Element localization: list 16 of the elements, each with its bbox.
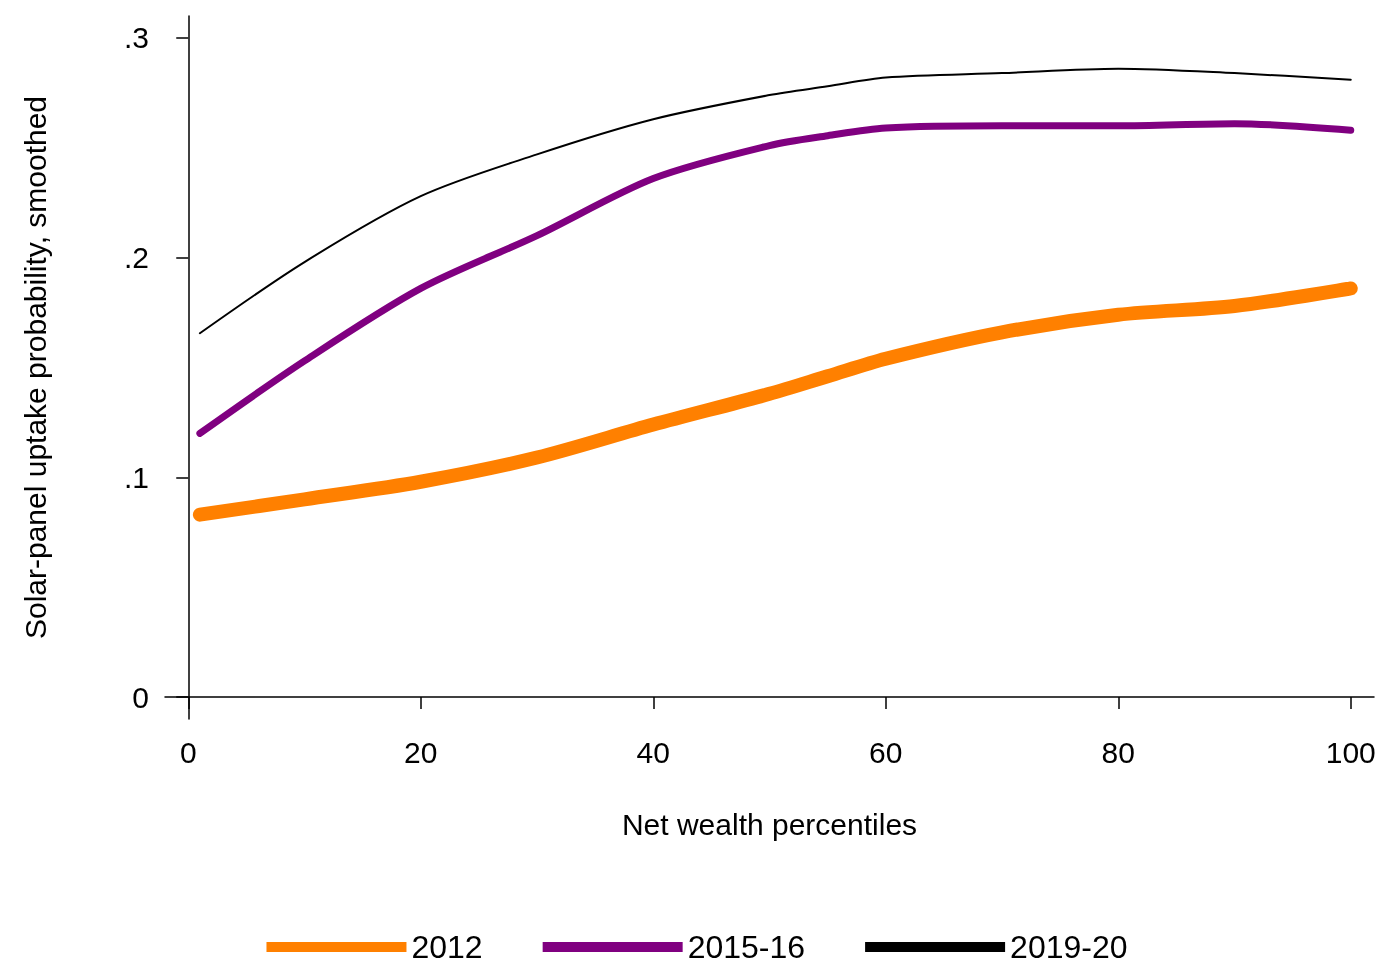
- x-tick-label: 100: [1325, 735, 1376, 769]
- legend-label: 2012: [411, 929, 483, 965]
- y-tick-label: 0: [132, 680, 149, 714]
- x-axis-title: Net wealth percentiles: [621, 807, 918, 841]
- legend-label: 2015-16: [687, 929, 806, 965]
- x-tick-label: 40: [636, 735, 670, 769]
- y-tick-label: .1: [123, 460, 149, 494]
- y-axis-title: Solar-panel uptake probability, smoothed: [18, 95, 52, 640]
- x-tick-label: 80: [1101, 735, 1135, 769]
- x-tick-label: 60: [869, 735, 903, 769]
- x-tick-label: 20: [404, 735, 438, 769]
- y-tick-label: .2: [123, 241, 149, 275]
- line-series: [198, 67, 1352, 335]
- y-tick-label: .3: [123, 21, 149, 55]
- x-tick-label: 0: [179, 735, 197, 769]
- legend-label: 2019-20: [1010, 929, 1128, 965]
